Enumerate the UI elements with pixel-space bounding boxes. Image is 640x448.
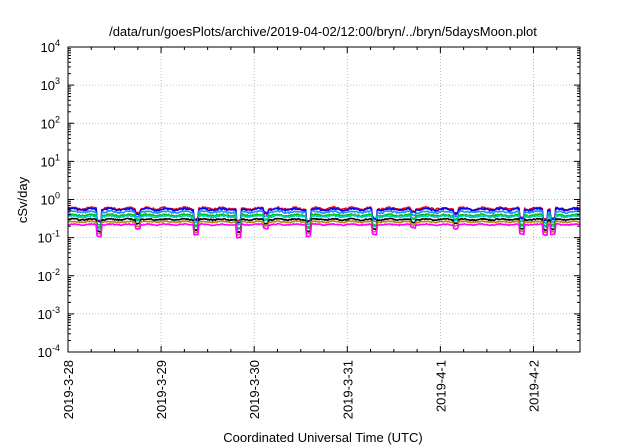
series-line (67, 214, 581, 231)
series-line (67, 209, 581, 226)
x-axis-label: Coordinated Universal Time (UTC) (223, 430, 422, 445)
y-tick-base: 10 (41, 154, 55, 169)
series-line (68, 220, 581, 236)
y-tick-base: 10 (38, 231, 52, 246)
y-tick-exponent: 3 (55, 76, 60, 86)
y-axis-label: cSv/day (15, 176, 30, 223)
grid (68, 47, 580, 352)
series-line (67, 217, 581, 234)
x-tick-label: 2019-3-31 (340, 360, 355, 419)
x-tick-label: 2019-3-28 (61, 360, 76, 419)
y-tick-base: 10 (38, 307, 52, 322)
axes: 10410310210110010-110-210-310-42019-3-28… (38, 38, 580, 419)
y-tick-base: 10 (41, 193, 55, 208)
y-tick-base: 10 (38, 345, 52, 360)
y-tick-exponent: -1 (52, 229, 60, 239)
y-tick-exponent: 0 (55, 191, 60, 201)
series-group (67, 206, 581, 239)
y-tick-label: 10-1 (38, 229, 60, 246)
y-tick-label: 101 (41, 152, 60, 169)
y-tick-base: 10 (41, 116, 55, 131)
y-tick-label: 100 (41, 191, 60, 208)
y-tick-label: 102 (41, 114, 60, 131)
y-tick-label: 103 (41, 76, 60, 93)
y-tick-label: 10-2 (38, 267, 60, 284)
y-tick-exponent: -2 (52, 267, 60, 277)
x-tick-label: 2019-3-30 (247, 360, 262, 419)
series-line (67, 207, 581, 224)
y-tick-label: 10-3 (38, 305, 60, 322)
y-tick-base: 10 (41, 78, 55, 93)
x-tick-label: 2019-4-1 (433, 360, 448, 412)
chart-title: /data/run/goesPlots/archive/2019-04-02/1… (109, 24, 537, 39)
y-tick-base: 10 (41, 40, 55, 55)
y-tick-label: 104 (41, 38, 60, 55)
y-tick-label: 10-4 (38, 343, 60, 360)
x-tick-label: 2019-4-2 (526, 360, 541, 412)
y-tick-exponent: 2 (55, 114, 60, 124)
y-tick-exponent: 1 (55, 152, 60, 162)
y-tick-exponent: 4 (55, 38, 60, 48)
y-tick-exponent: -3 (52, 305, 60, 315)
x-tick-label: 2019-3-29 (154, 360, 169, 419)
y-tick-base: 10 (38, 269, 52, 284)
y-tick-exponent: -4 (52, 343, 60, 353)
series-line (67, 222, 581, 239)
series-line (67, 213, 581, 230)
plot-frame (67, 46, 581, 353)
